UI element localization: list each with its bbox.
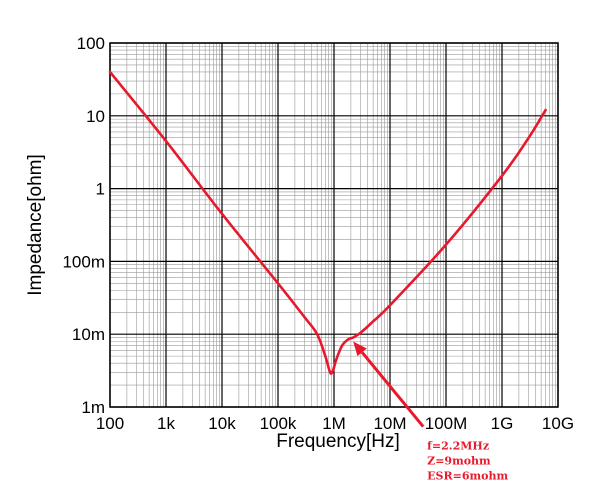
impedance-point: [329, 371, 331, 374]
x-tick-label: 100: [96, 414, 124, 433]
annotation-frequency: f=2.2MHz: [427, 440, 489, 453]
y-tick-label: 100: [77, 34, 105, 53]
annotation-arrow: [360, 351, 425, 428]
y-tick-label: 10m: [72, 325, 105, 344]
impedance-point: [331, 370, 334, 373]
annotation-arrow-head: [353, 341, 367, 357]
x-tick-labels: 100 1k 10k 100k 1M 10M 100M 1G 10G: [96, 414, 574, 433]
impedance-curve: [108, 70, 547, 375]
impedance-point: [324, 355, 327, 357]
impedance-point: [303, 316, 306, 319]
impedance-point: [501, 174, 503, 177]
grid-major: [109, 42, 559, 408]
series-layer: [108, 70, 547, 375]
x-axis-label: Frequency[Hz]: [276, 431, 400, 452]
y-axis-label: Impedance[ohm]: [25, 154, 46, 296]
impedance-point: [352, 336, 354, 339]
y-tick-label: 1: [96, 180, 105, 199]
impedance-point: [277, 282, 279, 285]
y-tick-label: 1m: [81, 398, 105, 417]
x-tick-label: 10k: [208, 414, 236, 433]
impedance-point: [544, 109, 547, 111]
impedance-point: [341, 344, 343, 347]
x-tick-label: 10M: [373, 414, 406, 433]
y-tick-label: 10: [86, 107, 105, 126]
x-tick-label: 1G: [491, 414, 514, 433]
impedance-point: [359, 331, 362, 334]
y-tick-label: 100m: [62, 252, 105, 271]
x-tick-label: 10G: [542, 414, 574, 433]
y-tick-labels: 100 10 1 100m 10m 1m: [62, 34, 105, 417]
impedance-point: [221, 213, 223, 215]
annotation-layer: f=2.2MHz Z=9mohm ESR=6mohm: [353, 341, 508, 483]
impedance-point: [527, 136, 530, 139]
x-tick-label: 1k: [157, 414, 175, 433]
plot-frame: [109, 42, 559, 408]
impedance-point: [335, 358, 338, 361]
impedance-point: [316, 333, 318, 336]
impedance-point: [109, 71, 111, 73]
x-tick-label: 100M: [425, 414, 468, 433]
annotation-impedance: Z=9mohm: [427, 455, 491, 468]
impedance-point: [372, 320, 374, 323]
impedance-point: [165, 140, 167, 142]
impedance-point: [347, 338, 350, 341]
x-tick-label: 1M: [322, 414, 346, 433]
impedance-point: [389, 304, 391, 307]
impedance-point: [445, 243, 447, 246]
annotation-esr: ESR=6mohm: [427, 470, 508, 483]
x-tick-label: 100k: [260, 414, 297, 433]
